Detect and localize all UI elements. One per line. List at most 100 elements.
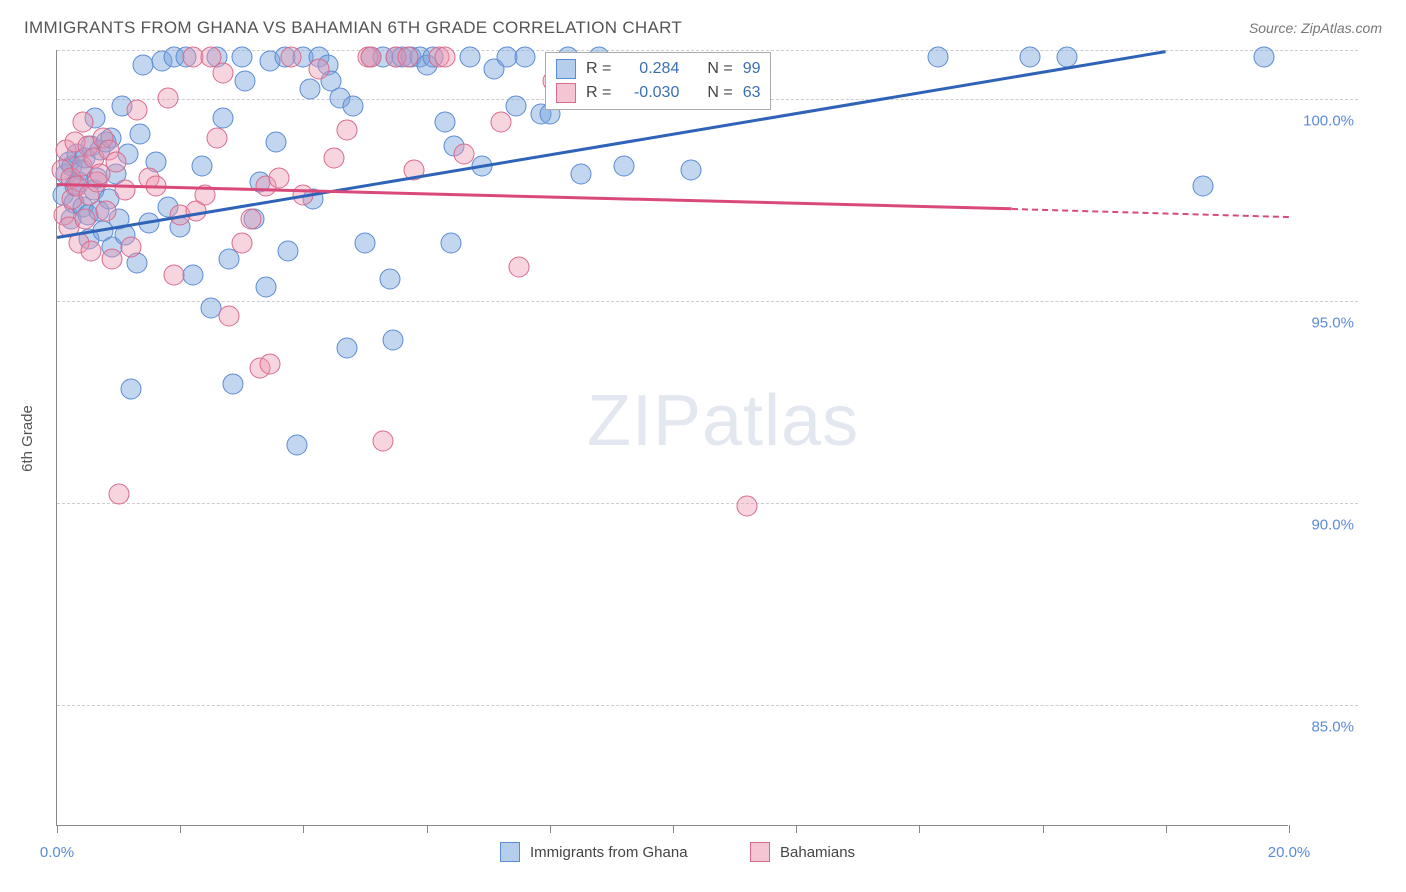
data-point-ghana — [416, 55, 437, 76]
data-point-bahamians — [79, 184, 100, 205]
data-point-bahamians — [127, 99, 148, 120]
data-point-ghana — [59, 152, 80, 173]
data-point-ghana — [88, 200, 109, 221]
data-point-ghana — [444, 136, 465, 157]
x-tick — [180, 825, 181, 833]
data-point-ghana — [65, 176, 86, 197]
y-tick-label: 95.0% — [1294, 314, 1354, 331]
data-point-ghana — [90, 140, 111, 161]
data-point-bahamians — [268, 168, 289, 189]
legend-item: Bahamians — [750, 842, 855, 862]
data-point-ghana — [278, 241, 299, 262]
data-point-bahamians — [219, 305, 240, 326]
data-point-bahamians — [72, 111, 93, 132]
data-point-bahamians — [114, 180, 135, 201]
data-point-bahamians — [157, 87, 178, 108]
x-tick — [673, 825, 674, 833]
y-tick-label: 100.0% — [1294, 112, 1354, 129]
data-point-ghana — [681, 160, 702, 181]
r-value: 0.284 — [621, 57, 679, 81]
gridline — [57, 705, 1358, 706]
data-point-ghana — [1192, 176, 1213, 197]
data-point-ghana — [56, 164, 77, 185]
data-point-ghana — [256, 277, 277, 298]
data-point-ghana — [99, 188, 120, 209]
data-point-ghana — [234, 71, 255, 92]
plot-area: ZIPatlas 85.0%90.0%95.0%100.0%0.0%20.0%R… — [56, 50, 1288, 826]
x-tick — [1043, 825, 1044, 833]
data-point-bahamians — [490, 111, 511, 132]
data-point-bahamians — [93, 127, 114, 148]
y-axis-label: 6th Grade — [19, 405, 36, 472]
data-point-ghana — [102, 237, 123, 258]
data-point-bahamians — [324, 148, 345, 169]
data-point-bahamians — [102, 249, 123, 270]
data-point-ghana — [287, 435, 308, 456]
data-point-ghana — [145, 152, 166, 173]
data-point-bahamians — [56, 140, 77, 161]
data-point-bahamians — [207, 127, 228, 148]
correlation-stat-box: R =0.284N =99R =-0.030N =63 — [545, 52, 771, 110]
title-bar: IMMIGRANTS FROM GHANA VS BAHAMIAN 6TH GR… — [24, 18, 1382, 38]
x-tick-label: 20.0% — [1268, 844, 1311, 861]
data-point-ghana — [62, 156, 83, 177]
data-point-ghana — [66, 144, 87, 165]
data-point-ghana — [73, 196, 94, 217]
data-point-ghana — [157, 196, 178, 217]
gridline — [57, 301, 1358, 302]
data-point-bahamians — [736, 495, 757, 516]
legend-label: Immigrants from Ghana — [530, 844, 688, 861]
data-point-bahamians — [373, 431, 394, 452]
data-point-bahamians — [453, 144, 474, 165]
stat-row: R =-0.030N =63 — [556, 81, 760, 105]
chart-container: IMMIGRANTS FROM GHANA VS BAHAMIAN 6TH GR… — [0, 0, 1406, 892]
data-point-ghana — [435, 111, 456, 132]
data-point-bahamians — [62, 188, 83, 209]
stat-row: R =0.284N =99 — [556, 57, 760, 81]
data-point-ghana — [71, 160, 92, 181]
legend-swatch — [556, 59, 576, 79]
data-point-bahamians — [51, 160, 72, 181]
data-point-ghana — [80, 136, 101, 157]
x-tick — [550, 825, 551, 833]
data-point-bahamians — [54, 204, 75, 225]
data-point-bahamians — [259, 354, 280, 375]
data-point-bahamians — [336, 119, 357, 140]
data-point-ghana — [355, 233, 376, 254]
trendline — [1012, 208, 1289, 218]
trendline — [57, 183, 1012, 210]
y-tick-label: 90.0% — [1294, 516, 1354, 533]
legend-label: Bahamians — [780, 844, 855, 861]
data-point-ghana — [441, 233, 462, 254]
data-point-ghana — [330, 87, 351, 108]
data-point-bahamians — [96, 200, 117, 221]
x-tick — [1166, 825, 1167, 833]
data-point-ghana — [219, 249, 240, 270]
x-tick — [919, 825, 920, 833]
x-tick — [303, 825, 304, 833]
data-point-bahamians — [108, 483, 129, 504]
data-point-ghana — [336, 338, 357, 359]
data-point-ghana — [222, 374, 243, 395]
data-point-bahamians — [74, 208, 95, 229]
data-point-ghana — [151, 51, 172, 72]
data-point-ghana — [130, 123, 151, 144]
n-label: N = — [707, 57, 732, 81]
data-point-bahamians — [90, 164, 111, 185]
gridline — [57, 503, 1358, 504]
data-point-bahamians — [120, 237, 141, 258]
x-tick — [796, 825, 797, 833]
data-point-ghana — [96, 131, 117, 152]
data-point-bahamians — [509, 257, 530, 278]
data-point-bahamians — [67, 176, 88, 197]
data-point-ghana — [191, 156, 212, 177]
r-value: -0.030 — [621, 81, 679, 105]
data-point-bahamians — [80, 241, 101, 262]
data-point-ghana — [127, 253, 148, 274]
data-point-ghana — [570, 164, 591, 185]
data-point-bahamians — [105, 152, 126, 173]
data-point-ghana — [105, 164, 126, 185]
data-point-ghana — [244, 208, 265, 229]
legend-swatch — [750, 842, 770, 862]
data-point-ghana — [484, 59, 505, 80]
